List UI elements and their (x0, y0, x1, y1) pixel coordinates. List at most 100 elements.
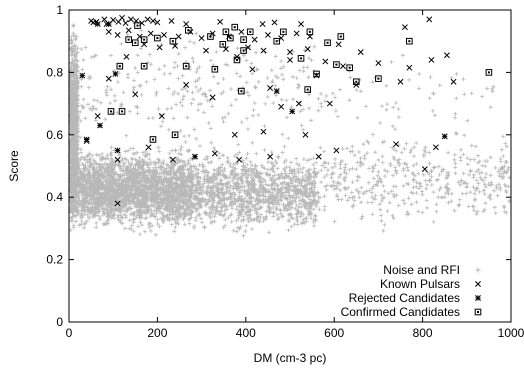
confirmed-candidate-point (107, 108, 115, 115)
known-pulsar-point (144, 16, 151, 23)
known-pulsar-point (132, 91, 139, 98)
known-pulsar-point (127, 16, 134, 23)
known-pulsar-point (287, 56, 293, 63)
confirmed-candidate-point (116, 62, 124, 70)
confirmed-candidate-point (125, 36, 132, 43)
known-pulsar-point (260, 47, 267, 54)
legend-marker-known-pulsars (475, 281, 481, 287)
known-pulsar-point (315, 153, 322, 160)
y-tick-label: 0.6 (46, 128, 63, 142)
y-tick-label: 0.2 (46, 253, 63, 267)
rejected-candidate-point (289, 108, 296, 115)
candidate-markers (79, 14, 493, 207)
confirmed-candidate-point (485, 69, 493, 76)
known-pulsar-point (125, 27, 132, 34)
known-pulsar-point (158, 113, 165, 120)
known-pulsar-point (304, 46, 311, 52)
x-tick-label: 0 (66, 326, 73, 340)
confirmed-candidate-point (304, 86, 311, 93)
x-tick-label: 200 (147, 326, 167, 340)
rejected-candidate-point (192, 153, 198, 160)
known-pulsar-point (421, 166, 428, 173)
known-pulsar-point (302, 131, 309, 138)
known-pulsar-point (397, 78, 404, 85)
confirmed-candidate-point (182, 62, 190, 70)
confirmed-candidate-point (149, 136, 157, 143)
legend: Noise and RFI Known Pulsars Rejected Can… (341, 263, 482, 319)
rejected-candidate-point (273, 88, 280, 95)
known-pulsar-point (287, 49, 293, 56)
known-pulsar-point (340, 63, 346, 70)
axes: 0 200 400 600 800 1000 0 0.2 0.4 0.6 0.8 1 (46, 3, 524, 340)
confirmed-candidate-point (233, 56, 241, 64)
known-pulsar-point (432, 144, 439, 151)
known-pulsar-point (357, 49, 364, 56)
known-pulsar-point (426, 16, 433, 23)
x-tick-label: 800 (413, 326, 433, 340)
known-pulsar-point (154, 19, 161, 26)
legend-marker-confirmed (474, 308, 482, 316)
known-pulsar-point (145, 144, 152, 151)
known-pulsar-point (295, 100, 302, 107)
rejected-candidate-point (441, 133, 448, 140)
known-pulsar-point (428, 56, 435, 63)
known-pulsar-point (211, 150, 218, 157)
rejected-candidate-point (114, 147, 121, 154)
known-pulsar-point (156, 44, 163, 51)
known-pulsar-point (259, 21, 266, 27)
known-pulsar-point (161, 32, 167, 38)
y-tick-label: 0 (56, 315, 63, 329)
confirmed-candidate-point (313, 70, 320, 78)
confirmed-candidate-point (333, 61, 340, 68)
confirmed-candidate-point (185, 26, 192, 34)
legend-marker-rejected (475, 295, 481, 301)
known-pulsar-point (271, 19, 278, 26)
known-pulsar-point (278, 103, 285, 110)
x-tick-label: 400 (236, 326, 256, 340)
rejected-candidate-point (94, 21, 101, 27)
confirmed-candidate-point (280, 28, 287, 36)
known-pulsar-point (326, 100, 333, 107)
confirmed-candidate-point (231, 23, 239, 31)
known-pulsar-point (393, 141, 400, 148)
confirmed-candidate-point (240, 47, 247, 54)
rejected-candidate-point (79, 72, 86, 79)
known-pulsar-point (401, 24, 408, 31)
known-pulsar-point (335, 41, 342, 48)
y-axis-label: Score (7, 150, 21, 182)
x-axis-label: DM (cm-3 pc) (254, 351, 327, 365)
known-pulsar-point (203, 47, 209, 54)
y-tick-label: 0.4 (46, 190, 63, 204)
known-pulsar-point (236, 156, 243, 163)
confirmed-candidate-point (246, 28, 254, 36)
known-pulsar-point (267, 153, 274, 160)
confirmed-candidate-point (207, 33, 214, 40)
confirmed-candidate-point (219, 41, 227, 48)
known-pulsar-point (450, 78, 457, 85)
known-pulsar-point (183, 81, 190, 88)
known-pulsar-point (209, 94, 216, 101)
confirmed-candidate-point (132, 39, 139, 47)
rejected-candidate-point (105, 21, 112, 27)
rejected-candidate-point (96, 122, 103, 129)
known-pulsar-point (123, 53, 130, 60)
confirmed-candidate-point (273, 37, 281, 45)
known-pulsar-point (293, 30, 300, 37)
known-pulsar-point (231, 131, 238, 138)
known-pulsar-point (168, 17, 175, 24)
legend-label-confirmed: Confirmed Candidates (341, 305, 460, 319)
rejected-candidate-point (83, 136, 90, 143)
confirmed-candidate-point (324, 39, 331, 47)
confirmed-candidate-point (134, 22, 141, 29)
legend-marker-noise (475, 267, 481, 273)
known-pulsar-point (217, 18, 224, 25)
known-pulsar-point (249, 66, 256, 73)
x-tick-label: 1000 (498, 326, 524, 340)
y-tick-label: 1 (56, 3, 63, 17)
known-pulsar-point (251, 36, 258, 43)
rejected-candidate-point (112, 71, 119, 77)
confirmed-candidate-point (375, 75, 382, 82)
confirmed-candidate-point (306, 28, 314, 36)
confirmed-candidate-point (238, 87, 245, 95)
